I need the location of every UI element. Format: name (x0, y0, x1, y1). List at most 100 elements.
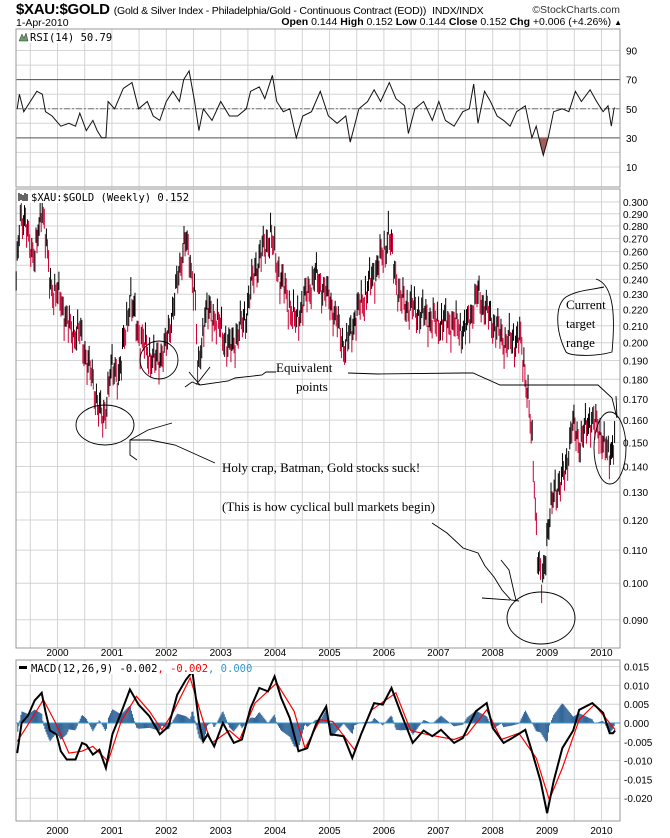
macd-histogram-bar (439, 716, 441, 723)
macd-histogram-bar (401, 723, 404, 731)
macd-histogram-bar (587, 717, 589, 723)
macd-histogram-bar (66, 723, 68, 735)
price-panel (15, 188, 621, 649)
svg-text:MACD(12,26,9) -0.002, -0.002,: MACD(12,26,9) -0.002, -0.002, 0.000 (31, 663, 252, 675)
macd-histogram-bar (404, 723, 406, 731)
annotation-circle-2008-low (506, 591, 576, 645)
macd-histogram-bar (302, 723, 305, 730)
open-value: 0.144 (311, 16, 338, 28)
macd-tick-label: -0.005 (624, 738, 653, 749)
macd-histogram-bar (351, 723, 354, 734)
macd-histogram-bar (368, 721, 370, 723)
macd-histogram-bar (229, 723, 232, 729)
macd-histogram-bar (165, 723, 167, 729)
price-tick-label: 0.260 (623, 248, 648, 259)
chart-description: (Gold & Silver Index - Philadelphia/Gold… (113, 5, 427, 17)
macd-histogram-bar (339, 723, 341, 728)
macd-histogram-bar (581, 714, 583, 723)
macd-histogram-bar (533, 723, 535, 727)
macd-histogram-bar (220, 714, 222, 723)
macd-histogram-bar (598, 721, 601, 723)
macd-histogram-bar (96, 723, 98, 725)
macd-histogram-bar (203, 723, 205, 739)
macd-histogram-bar (556, 710, 558, 723)
macd-histogram-bar (520, 718, 522, 723)
macd-histogram-bar (421, 721, 423, 723)
macd-histogram-bar (350, 723, 352, 733)
macd-histogram-bar (485, 715, 487, 723)
macd-histogram-bar (234, 723, 236, 731)
macd-histogram-bar (252, 717, 254, 723)
macd-histogram-bar (236, 723, 238, 728)
annotation-equivalent-line-left (184, 366, 276, 388)
macd-histogram-bar (281, 723, 283, 731)
macd-histogram-bar (466, 717, 468, 723)
copyright-link[interactable]: ©StockCharts.com (532, 4, 620, 16)
macd-histogram-bar (191, 711, 193, 723)
macd-histogram-bar (174, 716, 176, 723)
macd-histogram-bar (557, 709, 559, 723)
macd-histogram-bar (477, 711, 479, 723)
macd-histogram-bar (309, 723, 311, 725)
macd-histogram-bar (176, 713, 178, 723)
year-tick-label: 2009 (536, 648, 559, 659)
macd-histogram-bar (605, 723, 607, 726)
macd-histogram-bar (268, 721, 270, 723)
macd-histogram-bar (447, 721, 449, 723)
macd-histogram-bar (89, 723, 91, 726)
macd-histogram-bar (543, 723, 545, 739)
close-label: Close (448, 16, 478, 28)
annotation-cyclical-pointer (431, 522, 520, 602)
macd-histogram-bar (474, 710, 477, 723)
macd-histogram-bar (161, 723, 163, 727)
macd-histogram-bar (529, 718, 531, 723)
macd-histogram-bar (52, 723, 54, 737)
macd-histogram-bar (582, 714, 584, 723)
macd-histogram-bar (372, 719, 374, 723)
macd-histogram-bar (487, 718, 489, 723)
macd-histogram-bar (508, 723, 510, 727)
macd-histogram-bar (82, 716, 85, 723)
macd-histogram-bar (583, 715, 585, 723)
macd-histogram-bar (37, 711, 39, 723)
macd-histogram-bar (185, 716, 187, 723)
macd-histogram-bar (282, 723, 284, 732)
macd-histogram-bar (240, 723, 242, 727)
macd-histogram-bar (63, 723, 65, 738)
macd-histogram-bar (455, 723, 457, 727)
macd-histogram-bar (83, 716, 86, 723)
macd-histogram-bar (19, 720, 21, 723)
annotations: Equivalent points Holy crap, Batman, Gol… (75, 278, 627, 645)
macd-histogram-bar (147, 723, 149, 728)
macd-histogram-bar (224, 716, 226, 723)
macd-histogram-bar (395, 723, 397, 730)
macd-year-tick-label: 2000 (46, 826, 69, 837)
macd-histogram-bar (333, 723, 335, 736)
macd-tick-label: 0.000 (624, 719, 649, 730)
macd-legend-histogram: , 0.000 (208, 663, 252, 675)
macd-histogram-bar (163, 723, 165, 727)
macd-histogram-bar (160, 723, 162, 729)
annotation-holy-crap-pointer (129, 422, 216, 464)
year-tick-label: 2010 (590, 648, 613, 659)
chart-title-line: $XAU:$GOLD (Gold & Silver Index - Philade… (16, 1, 484, 20)
macd-histogram-bar (573, 715, 576, 723)
macd-histogram-bar (266, 721, 268, 723)
macd-histogram-bar (310, 723, 312, 725)
macd-histogram-bar (314, 720, 316, 723)
macd-histogram-bar (227, 723, 229, 725)
macd-histogram-bar (107, 717, 110, 723)
macd-histogram-bar (571, 715, 573, 723)
year-tick-label: 2000 (46, 648, 69, 659)
macd-histogram-bar (110, 713, 112, 723)
macd-histogram-bar (22, 711, 24, 723)
macd-histogram-bar (383, 723, 385, 725)
macd-histogram-bar (522, 714, 524, 723)
macd-histogram-bar (21, 711, 23, 723)
macd-histogram-bar (562, 703, 564, 723)
macd-histogram-bar (273, 714, 275, 723)
macd-histogram-bar (247, 720, 249, 723)
macd-histogram-bar (295, 723, 297, 748)
rsi-tick-label: 10 (626, 163, 638, 174)
